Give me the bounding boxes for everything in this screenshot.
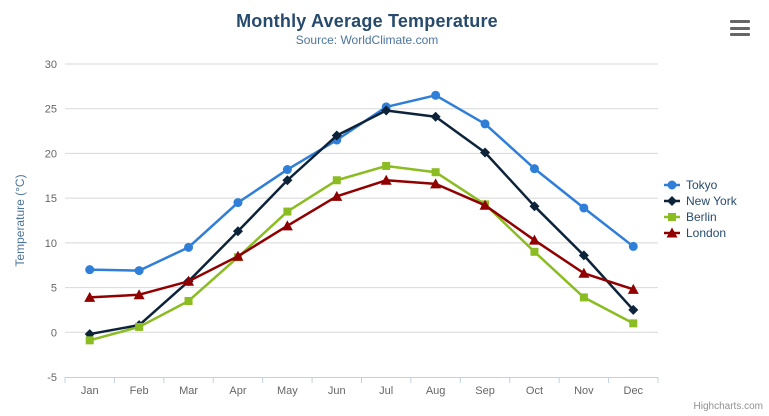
point-tokyo-circle-icon: [480, 119, 490, 129]
legend-label-berlin[interactable]: Berlin: [686, 210, 717, 224]
point-new-york-diamond-icon: [232, 226, 243, 237]
x-axis-label: Apr: [229, 385, 246, 397]
point-tokyo-circle-icon: [282, 165, 292, 175]
point-berlin-square-icon: [579, 293, 588, 302]
point-berlin-square-icon: [530, 247, 539, 256]
point-berlin-square-icon: [629, 319, 638, 328]
point-london-triangle-icon: [232, 250, 244, 261]
point-new-york-diamond-icon: [529, 201, 540, 212]
x-axis-label: Sep: [475, 385, 495, 397]
legend-marker-tokyo-circle-icon: [667, 180, 677, 190]
x-axis-label: Jun: [328, 385, 346, 397]
point-london-triangle-icon: [84, 291, 96, 302]
x-axis-label: Nov: [574, 385, 594, 397]
y-axis-label: 30: [45, 59, 57, 71]
point-london-triangle-icon: [479, 199, 491, 210]
x-axis-label: Aug: [426, 385, 446, 397]
hamburger-bar: [730, 26, 750, 30]
point-new-york-diamond-icon: [282, 175, 293, 186]
x-axis-label: Mar: [179, 385, 198, 397]
point-london-triangle-icon: [578, 267, 590, 278]
x-axis-label: Jan: [81, 385, 99, 397]
point-london-triangle-icon: [627, 283, 639, 294]
point-new-york-diamond-icon: [480, 147, 491, 158]
series-line-london: [88, 179, 635, 299]
y-axis-label: 0: [51, 327, 57, 339]
hamburger-icon[interactable]: [729, 19, 751, 37]
point-new-york-diamond-icon: [628, 304, 639, 315]
y-axis-label: 10: [45, 238, 57, 250]
point-berlin-square-icon: [135, 322, 144, 331]
point-london-triangle-icon: [183, 275, 195, 286]
point-berlin-square-icon: [382, 161, 391, 170]
x-axis-label: Dec: [624, 385, 644, 397]
x-axis-label: Jul: [379, 385, 393, 397]
legend-label-new-york[interactable]: New York: [686, 194, 738, 208]
series-line-new-york: [88, 109, 635, 336]
y-axis-label: 20: [45, 148, 57, 160]
series-line-berlin: [88, 164, 635, 342]
point-london-triangle-icon: [528, 234, 540, 245]
point-london-triangle-icon: [331, 190, 343, 201]
point-berlin-square-icon: [431, 168, 440, 177]
y-axis-label: 25: [45, 104, 57, 116]
point-new-york-diamond-icon: [381, 105, 392, 116]
hamburger-bar: [730, 20, 750, 23]
chart-subtitle: Source: WorldClimate.com: [295, 33, 439, 47]
legend-marker-new-york-diamond-icon: [667, 196, 677, 206]
series-line-tokyo: [88, 94, 635, 272]
y-axis-label: 5: [51, 283, 57, 295]
point-new-york-diamond-icon: [430, 111, 441, 122]
point-tokyo-circle-icon: [184, 242, 194, 252]
legend-marker-berlin-square-icon: [668, 213, 676, 221]
point-tokyo-circle-icon: [85, 265, 95, 275]
x-axis-label: Feb: [130, 385, 149, 397]
point-london-triangle-icon: [133, 289, 145, 300]
legend-label-london[interactable]: London: [686, 226, 726, 240]
credits-link[interactable]: Highcharts.com: [693, 401, 763, 412]
point-london-triangle-icon: [380, 174, 392, 185]
point-berlin-square-icon: [283, 207, 292, 216]
point-tokyo-circle-icon: [233, 198, 243, 208]
point-tokyo-circle-icon: [579, 203, 589, 213]
legend-marker-london-triangle-icon: [666, 227, 678, 238]
legend-label-tokyo[interactable]: Tokyo: [686, 178, 718, 192]
point-tokyo-circle-icon: [134, 266, 144, 276]
point-berlin-square-icon: [332, 176, 341, 185]
point-berlin-square-icon: [85, 336, 94, 345]
y-axis-label: -5: [47, 372, 57, 384]
point-new-york-diamond-icon: [331, 130, 342, 141]
point-tokyo-circle-icon: [431, 90, 441, 100]
point-tokyo-circle-icon: [628, 241, 638, 251]
x-axis-label: Oct: [526, 385, 543, 397]
chart-title: Monthly Average Temperature: [236, 11, 498, 31]
hamburger-bar: [730, 33, 750, 36]
y-axis-label: 15: [45, 193, 57, 205]
point-berlin-square-icon: [184, 296, 193, 305]
point-london-triangle-icon: [281, 220, 293, 231]
point-london-triangle-icon: [430, 178, 442, 189]
x-axis-label: May: [277, 385, 298, 397]
point-tokyo-circle-icon: [529, 164, 539, 174]
point-new-york-diamond-icon: [578, 250, 589, 261]
y-axis-title: Temperature (°C): [13, 174, 27, 266]
